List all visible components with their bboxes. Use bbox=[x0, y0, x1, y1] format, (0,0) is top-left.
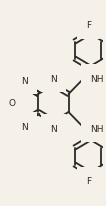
Text: N: N bbox=[21, 122, 28, 131]
Text: N: N bbox=[21, 76, 28, 85]
Text: NH: NH bbox=[90, 124, 103, 133]
Text: NH: NH bbox=[90, 74, 103, 83]
Text: O: O bbox=[9, 99, 16, 108]
Text: F: F bbox=[86, 21, 91, 30]
Text: F: F bbox=[86, 177, 91, 186]
Text: N: N bbox=[50, 74, 57, 83]
Text: N: N bbox=[50, 124, 57, 133]
